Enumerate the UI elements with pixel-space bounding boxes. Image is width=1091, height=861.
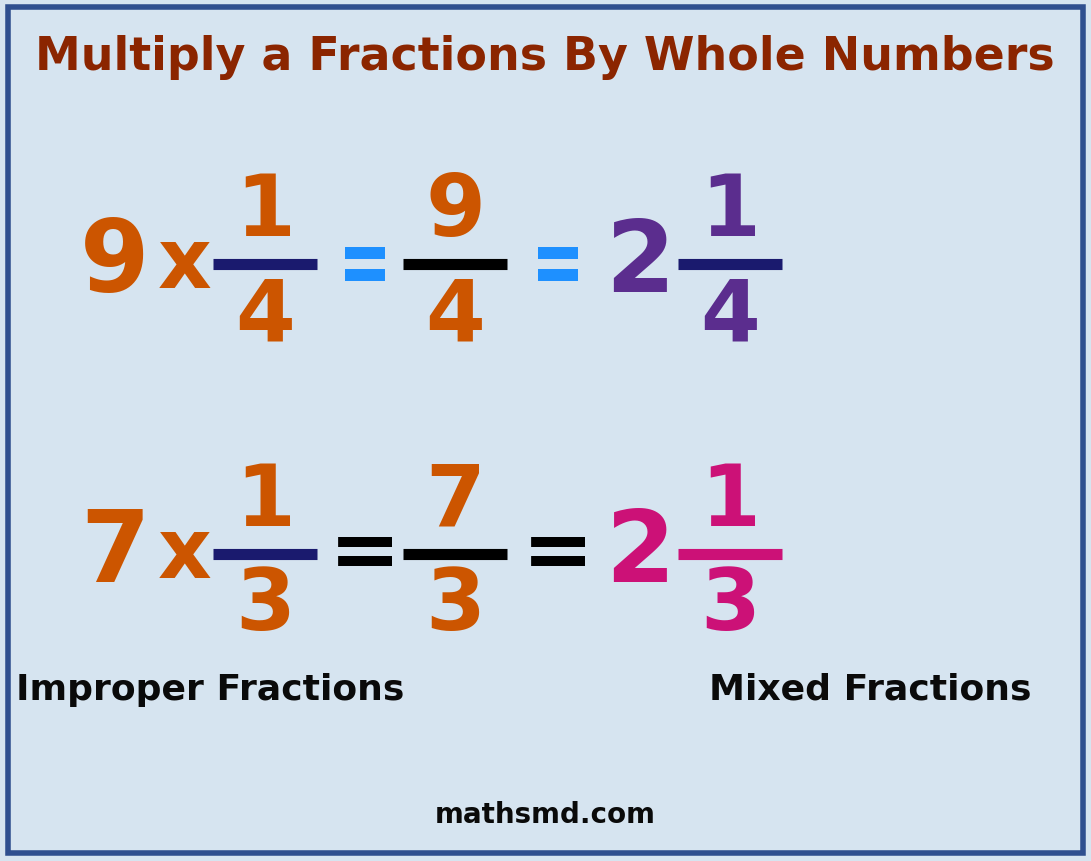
Text: 3: 3 [425, 565, 485, 647]
Bar [345, 248, 385, 260]
Text: 9: 9 [81, 216, 149, 313]
Text: 2: 2 [606, 216, 675, 313]
Text: Improper Fractions: Improper Fractions [15, 672, 404, 706]
Text: x: x [158, 224, 212, 305]
Text: 1: 1 [235, 461, 295, 544]
Text: 1: 1 [235, 171, 295, 254]
Text: x: x [158, 514, 212, 595]
Text: 9: 9 [425, 171, 485, 254]
Text: 7: 7 [425, 461, 484, 544]
Text: =: = [329, 513, 401, 596]
Text: 4: 4 [425, 276, 484, 358]
Text: 4: 4 [700, 276, 760, 358]
Text: 1: 1 [700, 171, 760, 254]
Text: 1: 1 [700, 461, 760, 544]
Text: =: = [521, 513, 595, 596]
Bar [345, 269, 385, 282]
Text: Mixed Fractions: Mixed Fractions [709, 672, 1031, 706]
Text: 4: 4 [235, 276, 295, 358]
Text: 7: 7 [80, 506, 149, 603]
Bar [538, 248, 578, 260]
Text: 3: 3 [700, 565, 760, 647]
Text: mathsmd.com: mathsmd.com [434, 800, 656, 828]
Bar [538, 269, 578, 282]
Text: 3: 3 [235, 565, 295, 647]
Text: Multiply a Fractions By Whole Numbers: Multiply a Fractions By Whole Numbers [35, 35, 1055, 80]
Text: 2: 2 [606, 506, 675, 603]
